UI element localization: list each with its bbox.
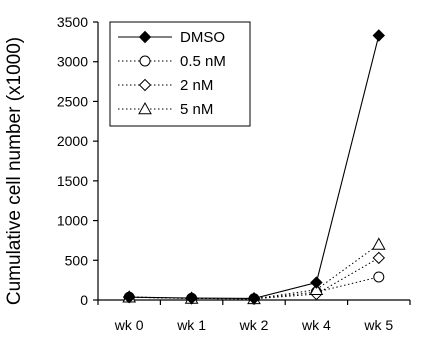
data-point — [309, 282, 324, 295]
data-point — [372, 29, 386, 42]
series-dmso — [122, 29, 386, 305]
y-axis-title: Cumulative cell number (x1000) — [4, 37, 25, 305]
y-tick-label: 3000 — [57, 54, 88, 70]
y-axis: 0 500 1000 1500 2000 2500 3000 3500 — [57, 14, 99, 308]
legend-box — [109, 21, 251, 127]
legend-marker — [138, 30, 152, 44]
legend-marker — [139, 55, 151, 67]
x-tick-label: wk 0 — [114, 317, 144, 333]
series-layer — [122, 29, 386, 306]
x-tick-label: wk 2 — [239, 317, 269, 333]
y-tick-label: 1000 — [57, 213, 88, 229]
x-tick-label: wk 4 — [301, 317, 331, 333]
data-point — [373, 271, 385, 283]
legend: DMSO 0.5 nM 2 nM 5 nM — [109, 21, 251, 127]
legend-label: DMSO — [180, 29, 225, 46]
data-point — [371, 237, 386, 250]
y-tick-label: 3500 — [57, 14, 88, 30]
legend-label: 5 nM — [180, 101, 213, 118]
data-point — [372, 251, 386, 265]
y-tick-label: 0 — [80, 292, 88, 308]
y-tick-label: 1500 — [57, 173, 88, 189]
data-point — [122, 291, 136, 304]
legend-label: 2 nM — [180, 77, 213, 94]
legend-label: 0.5 nM — [180, 53, 226, 70]
y-tick-label: 500 — [65, 252, 89, 268]
x-tick-label: wk 5 — [363, 317, 393, 333]
x-axis: wk 0 wk 1 wk 2 wk 4 wk 5 — [97, 299, 411, 333]
data-point — [185, 291, 198, 305]
y-tick-label: 2000 — [57, 133, 88, 149]
y-tick-label: 2500 — [57, 93, 88, 109]
data-point — [247, 292, 261, 305]
data-point — [310, 276, 323, 289]
series-line — [129, 243, 380, 300]
x-tick-label: wk 1 — [176, 317, 206, 333]
legend-marker — [138, 78, 152, 92]
legend-marker — [138, 101, 152, 115]
